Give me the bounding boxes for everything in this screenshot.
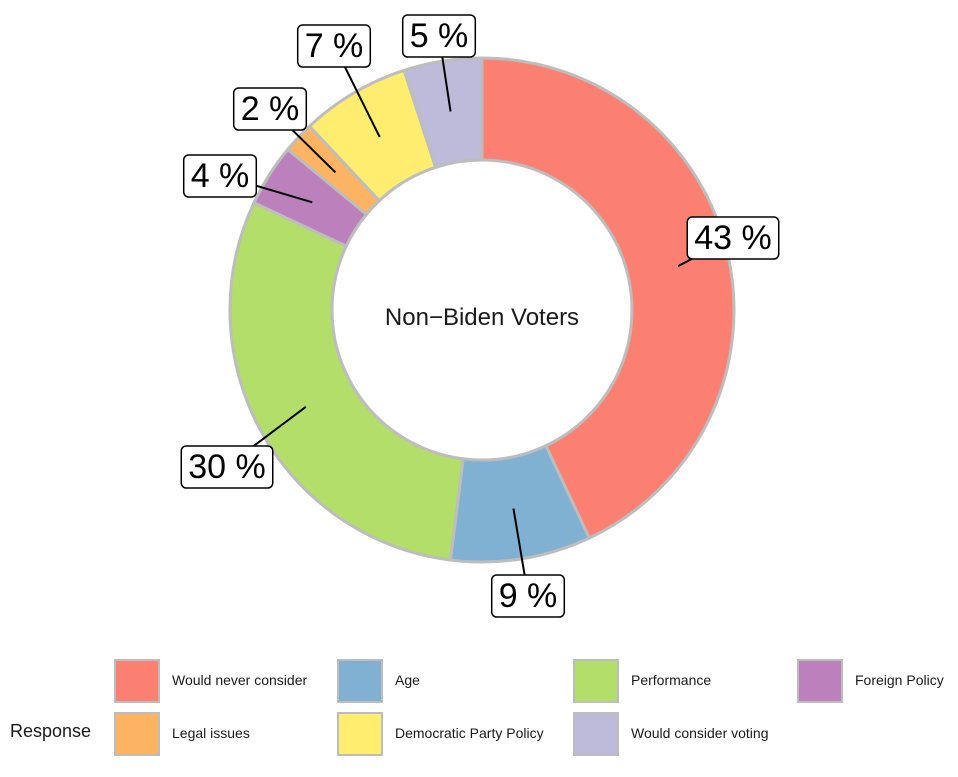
legend-item-legal-issues: Legal issues <box>114 712 250 756</box>
legend-label: Would consider voting <box>631 725 768 741</box>
slice-label-text: 7 % <box>305 27 364 65</box>
slice-label-box <box>490 574 566 618</box>
slice-label-text: 30 % <box>188 448 266 486</box>
legend-label: Legal issues <box>172 725 250 741</box>
slice-label-would-never-consider: 43 % <box>686 216 780 260</box>
legend-swatch <box>337 659 383 703</box>
slice-would-never-consider <box>480 56 736 541</box>
legend-swatch <box>573 659 619 703</box>
legend-title: Response <box>10 721 91 741</box>
legend-item-democratic-party-policy: Democratic Party Policy <box>337 712 544 756</box>
slice-label-text: 5 % <box>410 17 469 55</box>
slice-label-box <box>686 216 780 260</box>
legend-swatch <box>797 659 843 703</box>
legend-item-age: Age <box>337 659 420 703</box>
legend-label: Foreign Policy <box>855 672 944 688</box>
legend-label: Age <box>395 672 420 688</box>
slice-label-box <box>182 154 258 198</box>
legend-item-would-consider-voting: Would consider voting <box>573 712 768 756</box>
slice-would-consider-voting <box>402 56 484 170</box>
slice-label-box <box>180 445 274 489</box>
slice-label-box <box>232 87 308 131</box>
slice-label-text: 9 % <box>499 577 558 615</box>
slice-label-democratic-party-policy: 7 % <box>296 24 372 68</box>
legend-swatch <box>114 659 160 703</box>
legend-swatch <box>337 712 383 756</box>
center-label: Non−Biden Voters <box>385 304 579 331</box>
slice-label-performance: 30 % <box>180 445 274 489</box>
slice-label-age: 9 % <box>490 574 566 618</box>
legend-item-performance: Performance <box>573 659 711 703</box>
legend-item-would-never-consider: Would never consider <box>114 659 307 703</box>
legend: Response Would never consider Age Performa… <box>10 659 944 756</box>
slice-label-box <box>296 24 372 68</box>
slice-label-text: 4 % <box>191 157 250 195</box>
legend-label: Democratic Party Policy <box>395 725 544 741</box>
slice-label-legal-issues: 2 % <box>232 87 308 131</box>
slice-performance <box>228 200 465 562</box>
slice-label-would-consider-voting: 5 % <box>401 14 477 58</box>
legend-swatch <box>114 712 160 756</box>
slice-label-box <box>401 14 477 58</box>
slice-label-text: 43 % <box>694 219 772 257</box>
slice-labels: 43 % 9 % 30 % 4 % 2 %7 % 5 % <box>180 14 780 618</box>
legend-label: Performance <box>631 672 711 688</box>
legend-label: Would never consider <box>172 672 307 688</box>
legend-items: Would never consider Age Performance Foreig… <box>114 659 944 756</box>
legend-swatch <box>573 712 619 756</box>
legend-item-foreign-policy: Foreign Policy <box>797 659 944 703</box>
slice-label-foreign-policy: 4 % <box>182 154 258 198</box>
donut-slices <box>228 56 736 564</box>
slice-label-text: 2 % <box>241 90 300 128</box>
